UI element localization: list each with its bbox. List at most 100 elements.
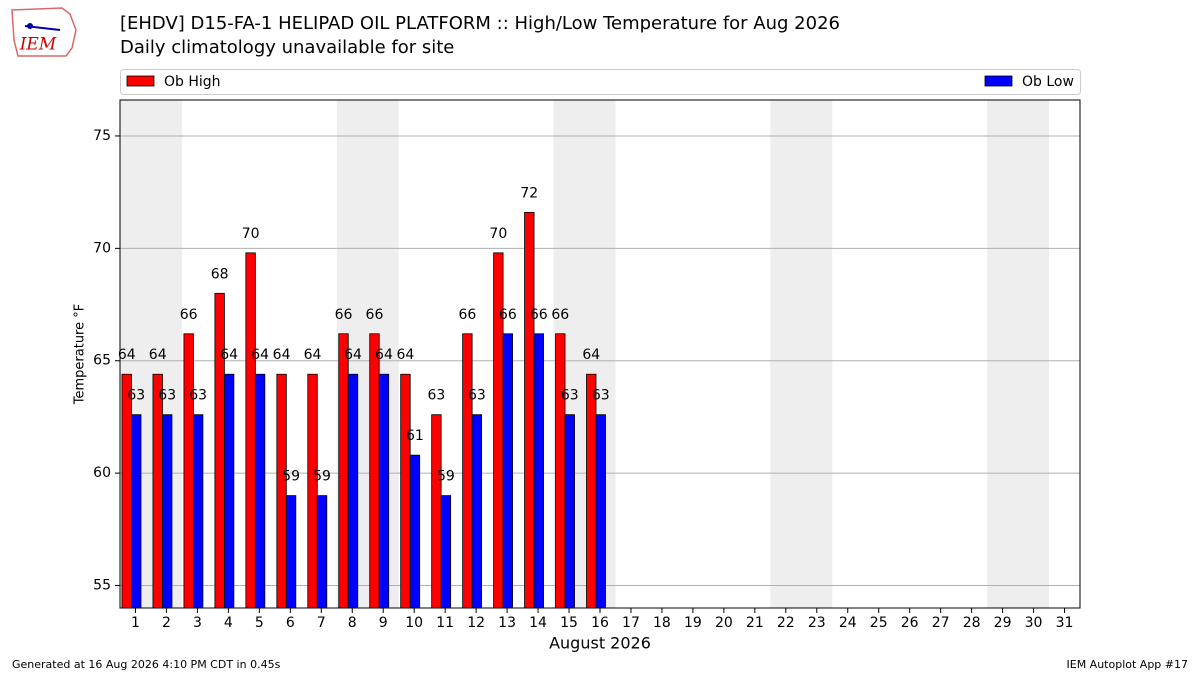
bar [462,333,473,609]
value-label: 61 [406,428,424,444]
bar [223,373,235,609]
value-label: 70 [489,226,507,242]
x-tick-label: 19 [684,615,702,631]
plot-frame [119,99,1081,609]
bar [471,414,483,609]
chart-subtitle: Daily climatology unavailable for site [120,37,454,58]
bar [440,495,452,609]
x-tick-label: 12 [467,615,485,631]
value-label: 64 [220,347,238,363]
x-tick-label: 13 [498,615,516,631]
value-label: 64 [397,347,415,363]
bar [276,373,287,609]
x-tick-label: 7 [317,615,326,631]
bar [214,292,225,609]
value-label: 63 [189,388,207,404]
bar [121,373,132,609]
value-label: 68 [211,266,229,282]
bar [400,373,411,609]
bar [245,252,256,609]
bar [183,333,194,609]
y-tick-label: 60 [93,465,111,481]
value-label: 70 [242,226,260,242]
x-tick-label: 18 [653,615,671,631]
value-label: 64 [118,347,136,363]
value-label: 66 [499,307,517,323]
value-label: 66 [458,307,476,323]
value-label: 64 [273,347,291,363]
bar [193,414,204,609]
x-tick-label: 29 [994,615,1012,631]
bar [307,373,318,609]
bar [285,495,297,609]
value-label: 64 [149,347,167,363]
x-tick-label: 30 [1025,615,1043,631]
bar [564,414,575,609]
y-tick-label: 65 [93,353,111,369]
bar [162,414,173,609]
bar [347,373,359,609]
x-axis-label: August 2026 [549,634,651,653]
value-label: 59 [282,469,300,485]
x-tick-label: 5 [255,615,264,631]
legend-swatch [984,75,1013,87]
legend-box [120,69,1081,95]
x-tick-label: 15 [560,615,578,631]
legend-label: Ob High [164,74,221,90]
y-tick-label: 55 [93,578,111,594]
value-label: 59 [437,469,455,485]
bar [254,373,266,609]
legend-swatch [126,75,155,87]
x-tick-label: 27 [932,615,950,631]
bar [409,454,421,609]
x-tick-label: 9 [379,615,388,631]
value-label: 66 [180,307,198,323]
value-label: 63 [427,388,445,404]
y-tick-label: 75 [93,128,111,144]
x-tick-label: 3 [193,615,202,631]
value-label: 64 [344,347,362,363]
x-tick-label: 10 [405,615,423,631]
x-tick-label: 26 [901,615,919,631]
x-tick-label: 21 [746,615,764,631]
bar [595,414,606,609]
x-tick-label: 20 [715,615,733,631]
value-label: 64 [375,347,393,363]
value-label: 63 [158,388,176,404]
weekend-band [770,100,833,608]
logo-text: IEM [19,35,57,55]
x-tick-label: 1 [131,615,140,631]
x-tick-label: 4 [224,615,233,631]
value-label: 64 [304,347,322,363]
bar [131,414,142,609]
x-tick-label: 31 [1056,615,1074,631]
logo: IEM [11,7,77,57]
bar [316,495,328,609]
value-label: 63 [468,388,486,404]
x-tick-label: 28 [963,615,981,631]
x-tick-label: 22 [777,615,795,631]
value-label: 66 [366,307,384,323]
bar [369,333,380,609]
value-label: 64 [251,347,269,363]
footer-right: IEM Autoplot App #17 [1067,658,1189,671]
legend-label: Ob Low [1022,74,1074,90]
chart-title: [EHDV] D15-FA-1 HELIPAD OIL PLATFORM :: … [120,13,840,34]
x-tick-label: 23 [808,615,826,631]
x-tick-label: 6 [286,615,295,631]
value-label: 66 [530,307,548,323]
bar [502,333,513,609]
bar [524,211,535,609]
value-label: 63 [592,388,610,404]
x-tick-label: 17 [622,615,640,631]
bar [378,373,390,609]
x-tick-label: 24 [839,615,857,631]
value-label: 63 [561,388,579,404]
bar [555,333,566,609]
bar [533,333,544,609]
value-label: 63 [127,388,145,404]
bar [431,414,442,609]
value-label: 59 [313,469,331,485]
